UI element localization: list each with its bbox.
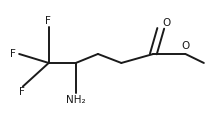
Text: F: F — [45, 16, 50, 26]
Text: F: F — [10, 49, 16, 59]
Text: O: O — [181, 40, 190, 50]
Text: O: O — [162, 18, 170, 28]
Text: F: F — [19, 87, 25, 97]
Text: NH₂: NH₂ — [66, 95, 86, 105]
